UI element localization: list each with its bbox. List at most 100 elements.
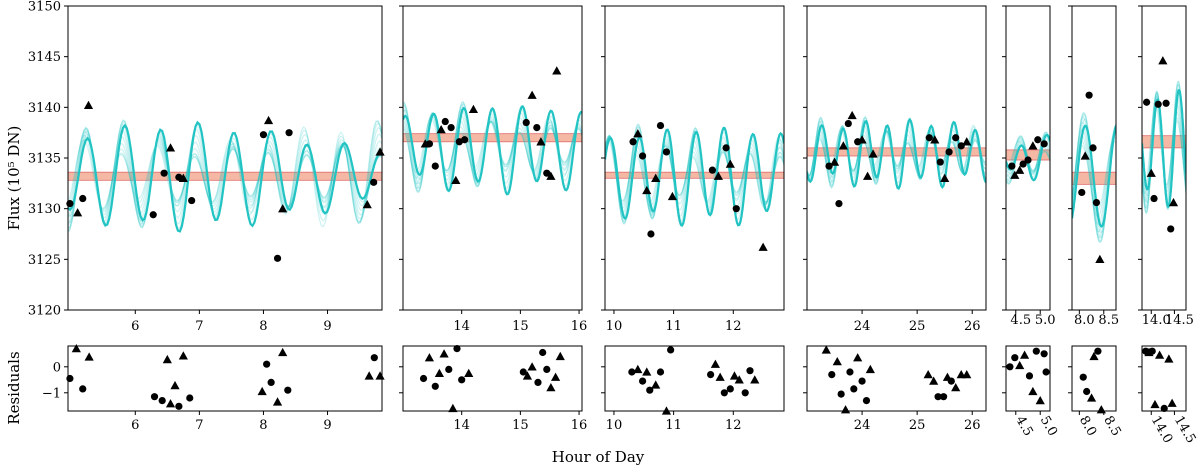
residual-point <box>1086 393 1097 402</box>
residual-x-tick-label: 14 <box>453 418 470 433</box>
model-sample-curve <box>403 107 582 193</box>
residual-point <box>522 371 533 380</box>
flux-point <box>461 136 469 144</box>
model-mean-curve <box>403 105 582 196</box>
residual-point <box>1079 373 1087 381</box>
residual-point <box>1083 387 1091 396</box>
flux-point <box>642 185 652 195</box>
flux-point <box>633 129 643 138</box>
residual-point <box>667 346 675 354</box>
flux-point <box>447 124 455 132</box>
residual-point <box>858 377 866 385</box>
x-axis-label: Hour of Day <box>552 448 645 466</box>
residual-point <box>79 385 87 393</box>
flux-point <box>451 175 461 184</box>
flux-point <box>1028 141 1038 150</box>
residual-y-tick-label: −1 <box>42 386 61 401</box>
residual-point <box>832 357 842 366</box>
flux-point <box>725 159 735 168</box>
flux-point <box>651 173 661 182</box>
flux-point <box>149 211 157 219</box>
residual-x-tick-label: 11 <box>665 418 682 433</box>
flux-point <box>940 173 950 182</box>
residual-point <box>865 364 875 374</box>
residual-point <box>263 360 271 368</box>
residual-point <box>707 371 715 379</box>
flux-point <box>1019 160 1027 168</box>
flux-point <box>436 125 446 134</box>
residual-point <box>534 378 542 386</box>
flux-point <box>1146 168 1156 177</box>
residual-point <box>1042 368 1050 376</box>
model-mean-curve <box>807 117 986 190</box>
flux-point <box>1162 99 1170 107</box>
residual-point <box>1096 405 1106 414</box>
residual-point <box>726 385 734 393</box>
model-sample-curve <box>68 121 382 224</box>
y-tick-label: 3145 <box>28 50 61 65</box>
residual-point <box>720 389 728 397</box>
flux-point <box>1150 194 1158 203</box>
residual-point <box>257 386 267 396</box>
posterior-band <box>1142 135 1186 149</box>
residual-point <box>71 344 81 353</box>
residual-point <box>1028 386 1038 396</box>
flux-point <box>431 162 439 170</box>
residual-point <box>1019 350 1030 359</box>
flux-point <box>1143 98 1151 106</box>
residual-point <box>846 368 854 376</box>
flux-point <box>188 196 196 205</box>
flux-point <box>536 137 546 146</box>
residual-point <box>439 349 449 358</box>
flux-point <box>1085 91 1093 99</box>
flux-point <box>925 134 933 142</box>
panel-2: 14 14 15 15 16 16 <box>399 5 588 433</box>
flux-point <box>259 131 268 139</box>
residual-point <box>1160 404 1168 412</box>
residual-point <box>370 354 378 362</box>
y-axis-label-residuals: Residuals <box>5 351 23 424</box>
residual-x-tick-label: 14.5 <box>1171 414 1198 447</box>
residual-point <box>1015 360 1025 370</box>
residual-point <box>419 374 428 383</box>
x-tick-label: 8.0 <box>1074 313 1095 328</box>
residual-point <box>431 382 439 390</box>
residual-x-tick-label: 16 <box>571 418 588 433</box>
posterior-band-group <box>807 147 986 157</box>
residual-point <box>453 345 461 353</box>
residual-point <box>853 353 863 362</box>
residual-x-tick-label: 10 <box>606 418 623 433</box>
flux-point <box>952 134 960 142</box>
residual-point <box>1167 398 1177 407</box>
residual-point <box>837 390 845 398</box>
flux-point <box>552 66 562 75</box>
residual-point <box>1148 347 1156 355</box>
flux-point <box>522 118 530 127</box>
residual-point <box>923 370 933 379</box>
residual-x-tick-label: 25 <box>909 418 926 433</box>
flux-point <box>1154 100 1162 108</box>
residual-point <box>178 351 188 360</box>
residual-x-tick-label: 9 <box>323 418 331 433</box>
residual-point <box>939 393 948 401</box>
posterior-band-group <box>403 133 582 143</box>
x-tick-label: 8.5 <box>1098 313 1119 328</box>
flux-point <box>66 200 74 208</box>
residual-point <box>656 368 665 376</box>
model-sample-curve <box>807 125 986 180</box>
residual-point <box>546 383 556 392</box>
x-tick-label: 10 <box>606 319 623 334</box>
x-tick-label: 16 <box>571 319 588 334</box>
x-tick-label: 5.0 <box>1035 313 1056 328</box>
flux-point <box>83 100 94 109</box>
flux-point <box>278 204 288 213</box>
flux-point <box>1095 254 1105 264</box>
flux-point <box>178 173 188 182</box>
model-mean-curve <box>1142 89 1186 208</box>
residual-point <box>170 380 180 390</box>
residual-x-tick-label: 5.0 <box>1037 414 1060 439</box>
residual-point <box>539 348 547 357</box>
residual-point <box>519 368 527 376</box>
flux-point <box>527 90 537 99</box>
